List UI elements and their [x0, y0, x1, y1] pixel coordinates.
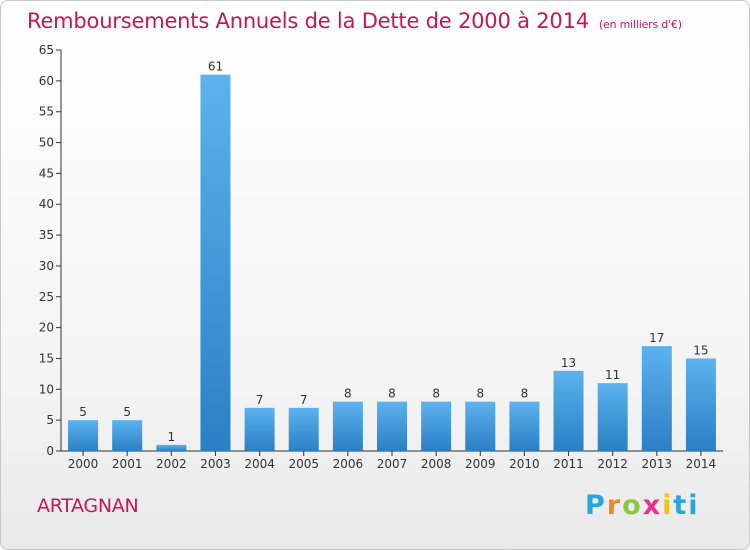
data-label: 7: [256, 393, 264, 407]
bar: [112, 420, 143, 451]
chart-title: Remboursements Annuels de la Dette de 20…: [27, 9, 682, 33]
data-label: 15: [693, 343, 708, 357]
data-label: 5: [123, 405, 131, 419]
bar: [288, 407, 319, 451]
proxiti-logo: Proxiti: [585, 490, 700, 521]
data-label: 8: [521, 387, 529, 401]
y-tick-label: 60: [39, 74, 54, 88]
data-label: 61: [208, 60, 223, 74]
y-tick-label: 15: [39, 351, 54, 365]
data-label: 5: [79, 405, 87, 419]
bar: [244, 407, 275, 451]
x-tick-label: 2011: [553, 457, 584, 471]
bar: [156, 444, 187, 451]
y-tick-label: 65: [39, 43, 54, 57]
data-label: 17: [649, 331, 664, 345]
y-tick-label: 0: [46, 444, 54, 458]
x-tick-label: 2001: [112, 457, 143, 471]
bar: [553, 370, 584, 451]
data-label: 11: [605, 368, 620, 382]
data-label: 8: [476, 387, 484, 401]
y-tick-label: 5: [46, 413, 54, 427]
x-tick-label: 2014: [686, 457, 717, 471]
bar: [68, 420, 99, 451]
chart-bars: 5 5 1 61 7 7 8 8 8 8 8 13 11 17 15: [68, 60, 716, 451]
bar: [465, 401, 496, 451]
y-tick-label: 55: [39, 105, 54, 119]
logo-letter: P: [585, 490, 607, 521]
x-tick-label: 2012: [597, 457, 628, 471]
y-tick-label: 25: [39, 290, 54, 304]
bar: [332, 401, 363, 451]
x-tick-label: 2000: [68, 457, 99, 471]
bar: [421, 401, 452, 451]
data-label: 8: [432, 387, 440, 401]
y-tick-label: 40: [39, 197, 54, 211]
x-tick-label: 2008: [421, 457, 452, 471]
x-tick-label: 2007: [377, 457, 408, 471]
y-tick-label: 10: [39, 382, 54, 396]
bar: [377, 401, 407, 451]
x-tick-label: 2004: [244, 457, 275, 471]
x-tick-label: 2003: [200, 457, 231, 471]
logo-letter: o: [622, 490, 643, 521]
y-tick-label: 45: [39, 166, 54, 180]
y-tick-label: 30: [39, 259, 54, 273]
y-tick-label: 20: [39, 321, 54, 335]
bar: [685, 358, 716, 451]
logo-letter: x: [642, 490, 663, 521]
data-label: 13: [561, 356, 576, 370]
bar: [597, 383, 628, 451]
x-tick-label: 2009: [465, 457, 496, 471]
x-tick-label: 2010: [509, 457, 540, 471]
data-label: 7: [300, 393, 308, 407]
data-label: 1: [168, 430, 176, 444]
logo-letter: r: [606, 490, 623, 521]
bar: [509, 401, 540, 451]
chart-title-main: Remboursements Annuels de la Dette de 20…: [27, 9, 589, 33]
y-tick-label: 50: [39, 136, 54, 150]
place-name: ARTAGNAN: [37, 495, 139, 517]
x-tick-label: 2002: [156, 457, 187, 471]
x-tick-label: 2013: [642, 457, 673, 471]
bar: [200, 74, 231, 451]
data-label: 8: [388, 387, 396, 401]
x-tick-label: 2005: [288, 457, 319, 471]
y-tick-label: 35: [39, 228, 54, 242]
logo-letter: ti: [673, 490, 700, 521]
x-tick-label: 2006: [333, 457, 364, 471]
logo-letter: i: [662, 490, 674, 521]
chart-title-unit: (en milliers d'€): [598, 18, 682, 31]
data-label: 8: [344, 387, 352, 401]
bar: [641, 346, 672, 451]
